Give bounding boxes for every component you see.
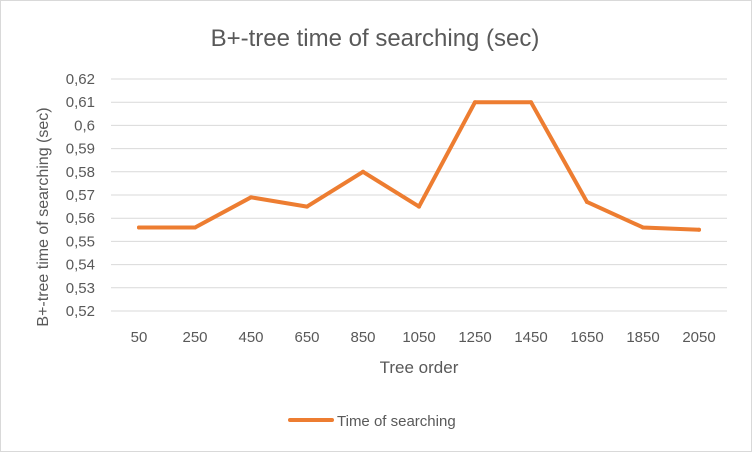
data-point (305, 204, 309, 209)
x-axis-label: Tree order (380, 358, 459, 377)
x-tick-label: 850 (350, 329, 375, 346)
legend: Time of searching (288, 413, 456, 430)
x-tick-label: 2050 (682, 329, 715, 346)
x-tick-label: 650 (294, 329, 319, 346)
y-axis-tick-labels: 0,52 0,53 0,54 0,55 0,56 0,57 0,58 0,59 0,6 0,61 0… (66, 71, 95, 320)
y-tick-label: 0,61 (66, 94, 95, 111)
data-point (361, 169, 365, 174)
x-tick-label: 250 (182, 329, 207, 346)
series-line (137, 100, 701, 232)
x-tick-label: 1250 (458, 329, 491, 346)
x-tick-label: 1650 (570, 329, 603, 346)
x-tick-label: 1850 (626, 329, 659, 346)
x-tick-label: 450 (238, 329, 263, 346)
series-layer (137, 100, 701, 232)
data-point (417, 204, 421, 209)
gridlines (111, 78, 727, 312)
data-point (697, 227, 701, 232)
y-tick-label: 0,59 (66, 141, 95, 158)
y-tick-label: 0,56 (66, 210, 95, 227)
y-tick-label: 0,55 (66, 233, 95, 250)
y-tick-label: 0,53 (66, 280, 95, 297)
y-tick-label: 0,62 (66, 71, 95, 88)
x-tick-label: 1050 (402, 329, 435, 346)
y-axis-label: B+-tree time of searching (sec) (35, 107, 52, 326)
data-point (641, 225, 645, 230)
x-tick-label: 1450 (514, 329, 547, 346)
data-point (193, 225, 197, 230)
data-point (473, 100, 477, 105)
y-tick-label: 0,57 (66, 187, 95, 204)
chart-title: B+-tree time of searching (sec) (211, 25, 540, 52)
data-point (585, 199, 589, 204)
y-tick-label: 0,6 (74, 117, 95, 134)
x-axis-tick-labels: 50 250 450 650 850 1050 1250 1450 1650 1850 2050 (131, 329, 716, 346)
data-point (137, 225, 141, 230)
data-point (249, 195, 253, 200)
y-tick-label: 0,58 (66, 164, 95, 181)
x-tick-label: 50 (131, 329, 148, 346)
y-tick-label: 0,54 (66, 257, 95, 274)
y-tick-label: 0,52 (66, 303, 95, 320)
data-point (529, 100, 533, 105)
legend-label-time-of-searching: Time of searching (337, 413, 456, 430)
